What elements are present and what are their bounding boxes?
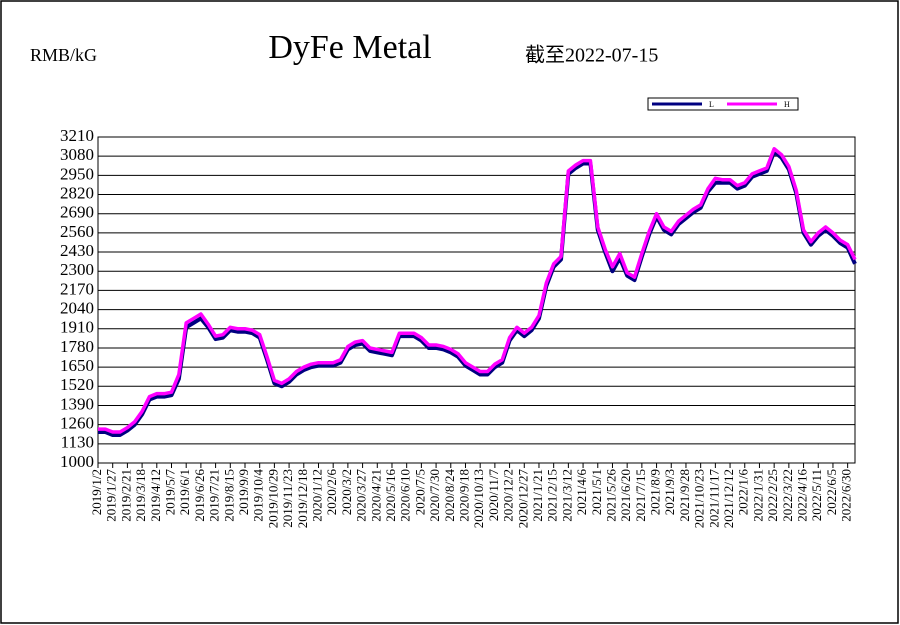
x-tick-label: 2021/4/6 [574, 469, 589, 516]
y-tick-label: 2560 [60, 222, 94, 241]
y-tick-label: 3210 [60, 126, 94, 145]
y-tick-label: 2430 [60, 241, 94, 260]
x-tick-label: 2019/3/18 [133, 469, 148, 522]
x-tick-label: 2020/10/13 [471, 469, 486, 528]
x-tick-label: 2019/6/26 [192, 469, 207, 522]
legend-box [647, 97, 799, 111]
x-tick-label: 2019/1/27 [104, 469, 119, 522]
x-tick-label: 2019/5/7 [162, 469, 177, 516]
x-tick-label: 2021/11/17 [706, 469, 721, 528]
x-tick-label: 2019/4/12 [148, 469, 163, 522]
x-tick-label: 2020/4/21 [368, 469, 383, 522]
x-tick-label: 2020/2/6 [324, 469, 339, 516]
x-tick-label: 2020/6/10 [398, 469, 413, 522]
y-tick-label: 1390 [60, 394, 94, 413]
x-tick-label: 2020/3/2 [339, 469, 354, 515]
x-tick-label: 2020/5/16 [383, 469, 398, 522]
x-tick-label: 2021/7/15 [633, 469, 648, 522]
x-tick-label: 2019/8/15 [221, 469, 236, 522]
x-tick-label: 2020/9/18 [456, 469, 471, 522]
x-tick-label: 2020/8/24 [442, 469, 457, 522]
legend-label: H [784, 100, 790, 109]
x-tick-label: 2020/1/12 [309, 469, 324, 522]
y-tick-label: 1650 [60, 356, 94, 375]
x-tick-label: 2021/12/12 [721, 469, 736, 528]
x-tick-label: 2019/1/2 [89, 469, 104, 515]
x-tick-label: 2022/3/22 [780, 469, 795, 522]
x-tick-label: 2022/6/5 [824, 469, 839, 515]
x-tick-label: 2021/10/23 [692, 469, 707, 528]
x-tick-label: 2019/7/21 [207, 469, 222, 522]
x-tick-label: 2022/1/6 [736, 469, 751, 516]
x-tick-label: 2022/1/31 [750, 469, 765, 522]
x-tick-label: 2020/12/2 [501, 469, 516, 522]
x-tick-label: 2020/12/27 [515, 469, 530, 529]
y-tick-label: 1780 [60, 337, 94, 356]
x-tick-label: 2020/7/5 [412, 469, 427, 515]
line-series [98, 147, 857, 434]
x-tick-label: 2020/11/7 [486, 469, 501, 522]
y-tick-label: 1910 [60, 318, 94, 337]
y-tick-label: 2950 [60, 164, 94, 183]
y-tick-label: 2690 [60, 203, 94, 222]
x-tick-label: 2021/8/9 [648, 469, 663, 515]
chart-subtitle: 截至2022-07-15 [525, 44, 658, 67]
y-tick-label: 1000 [60, 452, 94, 471]
chart-title: DyFe Metal [268, 29, 431, 66]
x-tick-label: 2022/5/11 [809, 469, 824, 521]
x-tick-label: 2022/6/30 [839, 469, 854, 522]
x-tick-label: 2019/10/29 [265, 469, 280, 528]
x-tick-label: 2021/9/3 [662, 469, 677, 515]
x-tick-label: 2022/2/25 [765, 469, 780, 522]
x-tick-label: 2019/2/21 [118, 469, 133, 522]
y-tick-label: 1260 [60, 414, 94, 433]
x-tick-label: 2020/3/27 [354, 469, 369, 522]
x-tick-label: 2022/4/16 [795, 469, 810, 522]
y-tick-label: 2040 [60, 298, 94, 317]
x-tick-label: 2021/2/15 [545, 469, 560, 522]
y-axis-unit: RMB/kG [30, 45, 97, 65]
x-tick-label: 2019/10/4 [251, 469, 266, 522]
y-tick-label: 2820 [60, 183, 94, 202]
legend-label: L [709, 100, 714, 109]
x-tick-label: 2019/12/18 [295, 469, 310, 528]
x-tick-label: 2019/9/9 [236, 469, 251, 515]
y-tick-label: 1520 [60, 375, 94, 394]
y-tick-label: 2170 [60, 279, 94, 298]
y-tick-label: 3080 [60, 145, 94, 164]
x-tick-label: 2021/1/21 [530, 469, 545, 522]
line-series [98, 149, 857, 437]
x-tick-label: 2021/5/26 [603, 469, 618, 522]
x-tick-label: 2019/6/1 [177, 469, 192, 515]
y-tick-label: 1130 [61, 433, 94, 452]
y-tick-label: 2300 [60, 260, 94, 279]
x-tick-label: 2021/6/20 [618, 469, 633, 522]
x-tick-label: 2020/7/30 [427, 469, 442, 522]
x-tick-label: 2019/11/23 [280, 469, 295, 528]
x-tick-label: 2021/9/28 [677, 469, 692, 522]
x-tick-label: 2021/5/1 [589, 469, 604, 515]
x-tick-label: 2021/3/12 [559, 469, 574, 522]
